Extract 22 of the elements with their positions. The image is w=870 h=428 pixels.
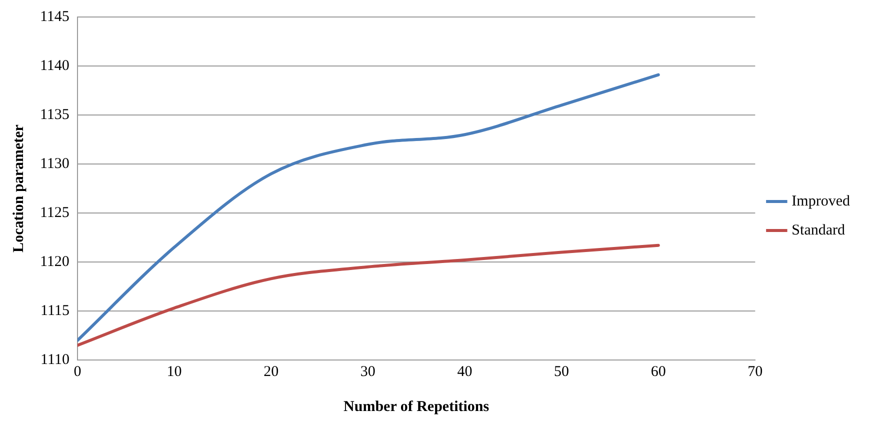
y-tick-label: 1135 [40, 106, 70, 123]
y-tick-label: 1120 [40, 254, 70, 270]
x-tick-label: 0 [74, 364, 82, 380]
x-tick-label: 20 [264, 364, 279, 380]
x-tick-label: 10 [166, 364, 182, 380]
y-tick-label: 1145 [40, 8, 70, 25]
legend-label: Standard [792, 222, 846, 238]
legend-label: Improved [792, 193, 850, 210]
x-tick-label: 30 [360, 364, 376, 380]
x-tick-label: 70 [748, 364, 763, 380]
y-tick-label: 1130 [40, 156, 70, 172]
y-tick-label: 1140 [40, 58, 70, 74]
line-series [77, 244, 660, 347]
x-axis-title: Number of Repetitions [344, 398, 490, 415]
y-axis-title: Location parameter [10, 124, 27, 252]
y-tick-label: 1110 [40, 352, 70, 368]
y-tick-label: 1115 [40, 302, 70, 319]
x-tick-label: 40 [457, 364, 472, 380]
x-tick-label: 50 [554, 364, 570, 380]
y-tick-label: 1125 [40, 204, 70, 221]
line-series [77, 73, 660, 342]
x-tick-label: 60 [650, 364, 666, 380]
